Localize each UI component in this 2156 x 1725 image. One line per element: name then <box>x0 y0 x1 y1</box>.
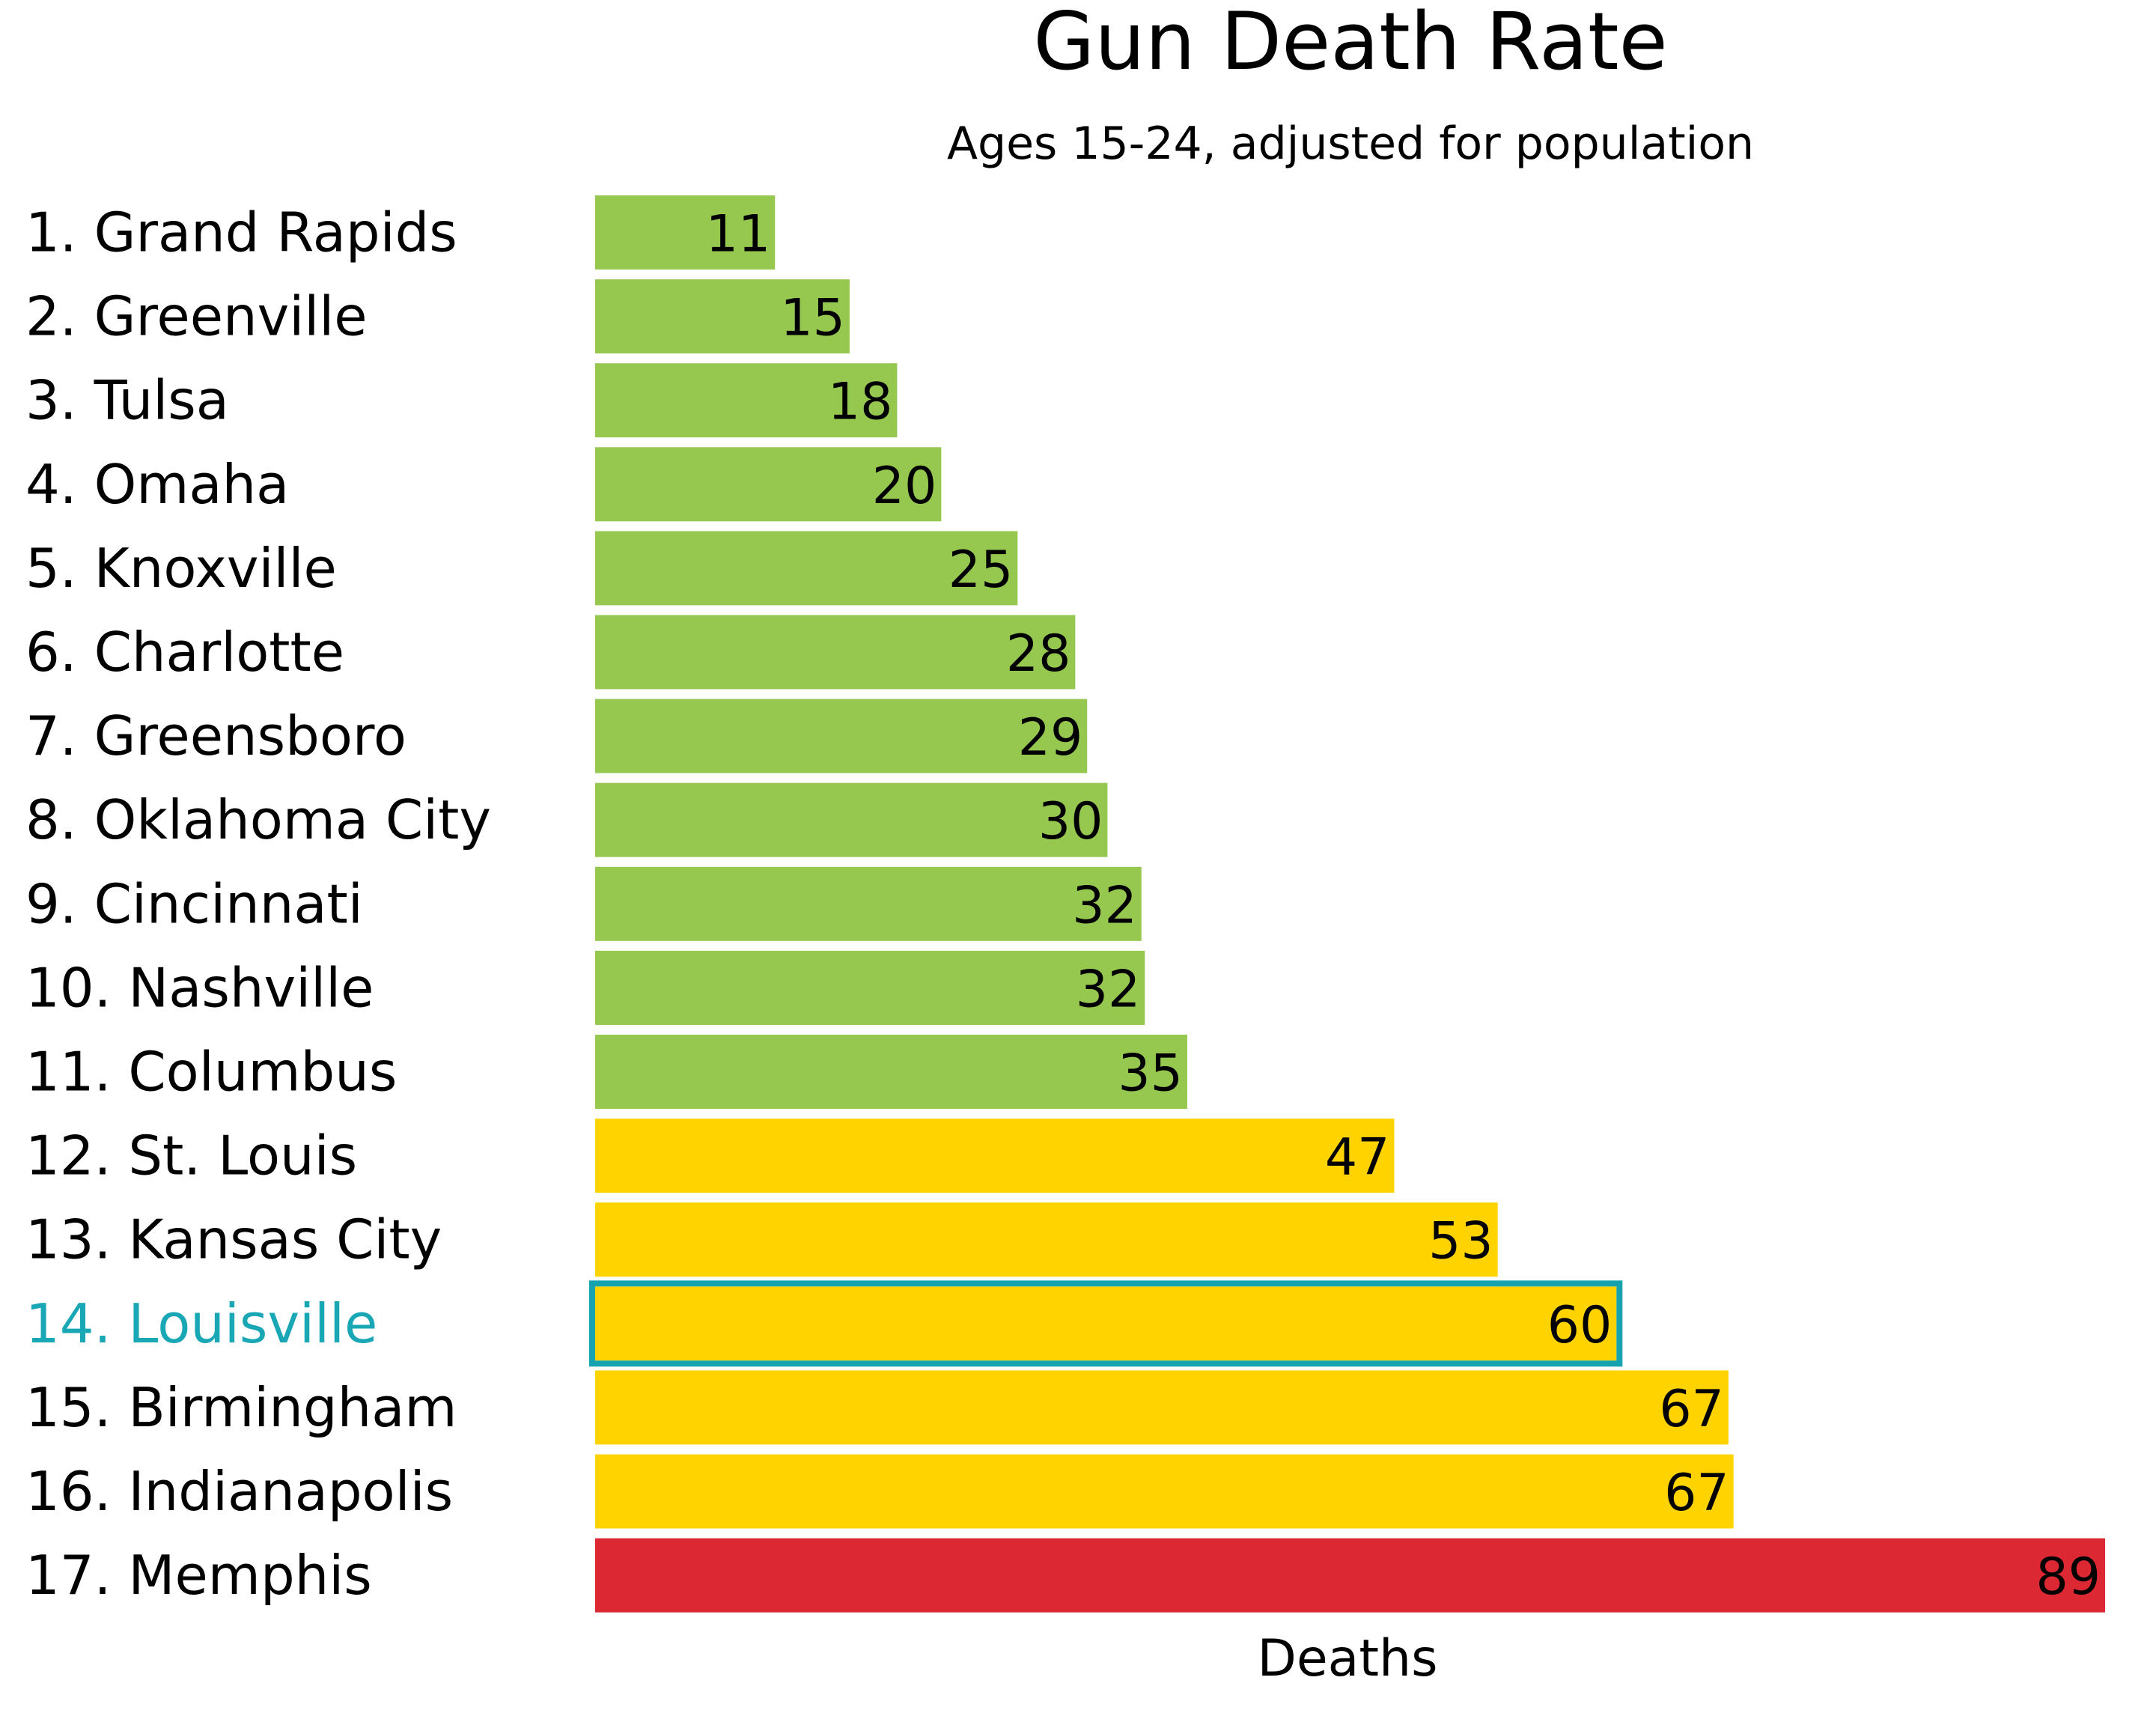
value-label-10: 32 <box>1076 960 1141 1019</box>
bar-15 <box>595 1370 1729 1445</box>
value-label-8: 30 <box>1038 792 1103 851</box>
value-label-13: 53 <box>1428 1212 1493 1271</box>
value-label-9: 32 <box>1072 876 1137 935</box>
bar-17 <box>595 1538 2105 1613</box>
category-label-14: 14. Louisville <box>25 1292 377 1355</box>
category-label-7: 7. Greensboro <box>25 705 406 767</box>
category-label-12: 12. St. Louis <box>25 1125 357 1187</box>
value-label-16: 67 <box>1664 1464 1729 1523</box>
bar-7 <box>595 699 1088 773</box>
category-label-13: 13. Kansas City <box>25 1208 442 1271</box>
category-label-17: 17. Memphis <box>25 1544 372 1607</box>
category-label-1: 1. Grand Rapids <box>25 201 457 264</box>
chart-subtitle: Ages 15-24, adjusted for population <box>947 118 1754 170</box>
category-labels-group: 1. Grand Rapids 2. Greenville 3. Tulsa 4. O… <box>25 201 491 1607</box>
value-label-6: 28 <box>1006 624 1071 684</box>
value-label-3: 18 <box>828 373 893 432</box>
bars-group <box>589 195 2105 1613</box>
bar-11 <box>595 1035 1187 1109</box>
highlight-outline <box>589 1280 1623 1367</box>
category-label-5: 5. Knoxville <box>25 537 337 600</box>
category-label-3: 3. Tulsa <box>25 369 229 432</box>
category-label-6: 6. Charlotte <box>25 621 344 684</box>
value-label-14: 60 <box>1547 1296 1613 1355</box>
value-label-1: 11 <box>706 205 771 264</box>
bar-10 <box>595 950 1145 1025</box>
bar-4 <box>595 447 942 522</box>
bar-3 <box>595 363 898 438</box>
bar-9 <box>595 866 1142 941</box>
value-label-15: 67 <box>1659 1380 1724 1439</box>
bar-6 <box>595 615 1076 690</box>
value-label-2: 15 <box>780 289 845 348</box>
value-label-11: 35 <box>1118 1044 1183 1104</box>
x-axis-label: Deaths <box>1257 1629 1437 1688</box>
value-label-17: 89 <box>2035 1548 2101 1607</box>
value-label-4: 20 <box>872 457 937 516</box>
bar-5 <box>595 531 1018 606</box>
value-label-7: 29 <box>1018 708 1083 767</box>
bar-16 <box>595 1454 1734 1529</box>
category-label-11: 11. Columbus <box>25 1041 397 1104</box>
value-label-5: 25 <box>948 541 1014 600</box>
category-label-2: 2. Greenville <box>25 285 368 348</box>
bar-1 <box>595 195 776 270</box>
category-label-16: 16. Indianapolis <box>25 1460 453 1523</box>
bar-14 <box>595 1286 1617 1361</box>
bar-12 <box>595 1119 1395 1193</box>
bar-2 <box>595 279 850 354</box>
category-label-8: 8. Oklahoma City <box>25 788 491 851</box>
category-label-15: 15. Birmingham <box>25 1376 457 1439</box>
category-label-4: 4. Omaha <box>25 453 289 516</box>
category-label-10: 10. Nashville <box>25 956 374 1019</box>
bar-13 <box>595 1202 1498 1277</box>
chart-title: Gun Death Rate <box>1033 0 1667 88</box>
bar-8 <box>595 782 1108 857</box>
category-label-9: 9. Cincinnati <box>25 872 363 935</box>
value-label-12: 47 <box>1325 1128 1390 1187</box>
